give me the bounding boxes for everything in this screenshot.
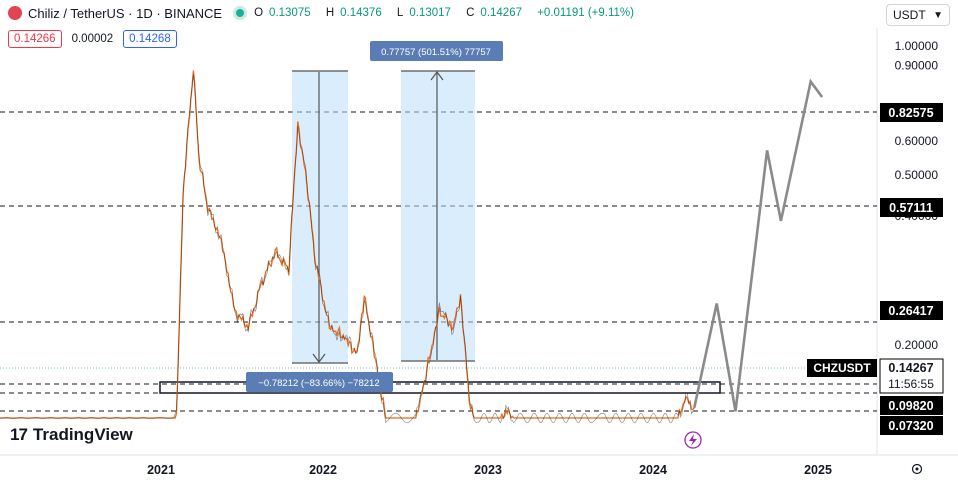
price-series-line xyxy=(0,70,695,420)
price-tag-level-5: 0.07320 xyxy=(880,416,943,435)
chevron-down-icon: ▼ xyxy=(933,9,943,21)
symbol-title[interactable]: Chiliz / TetherUS · 1D · BINANCE xyxy=(28,5,223,21)
symbol-logo-icon xyxy=(8,6,22,20)
lightning-event-icon[interactable] xyxy=(684,431,702,449)
x-axis[interactable]: 2021 2022 2023 2024 2025 xyxy=(147,463,832,477)
support-zone-rect[interactable] xyxy=(159,381,721,394)
x-tick-label: 2022 xyxy=(309,463,337,477)
svg-text:0.09820: 0.09820 xyxy=(888,399,933,413)
y-tick-label: 0.50000 xyxy=(895,168,939,182)
x-tick-label: 2021 xyxy=(147,463,175,477)
svg-text:11:56:55: 11:56:55 xyxy=(888,377,934,391)
svg-text:−0.78212 (−83.66%) −78212: −0.78212 (−83.66%) −78212 xyxy=(258,378,379,389)
currency-select[interactable]: USDT ▼ xyxy=(886,4,950,26)
y-tick-label: 0.20000 xyxy=(895,338,939,352)
svg-text:CHZUSDT: CHZUSDT xyxy=(813,361,871,375)
axis-settings-icon[interactable] xyxy=(911,463,923,475)
bid-ask-row: 0.14266 0.00002 0.14268 xyxy=(8,30,177,48)
price-series-shadow xyxy=(0,74,694,424)
chart-header: Chiliz / TetherUS · 1D · BINANCE O 0.1307… xyxy=(8,4,640,22)
y-tick-label: 0.90000 xyxy=(895,59,939,73)
projection-path[interactable] xyxy=(693,78,824,412)
ohlc-values: O 0.13075 H 0.14376 L 0.13017 C 0.14267 +0.0… xyxy=(254,7,634,19)
measure-label-down: −0.78212 (−83.66%) −78212 xyxy=(246,372,393,392)
svg-text:0.82575: 0.82575 xyxy=(888,106,933,120)
x-tick-label: 2023 xyxy=(474,463,502,477)
horizontal-levels xyxy=(0,111,877,412)
last-symbol-tag: CHZUSDT xyxy=(807,359,877,377)
svg-text:0.14267: 0.14267 xyxy=(888,361,933,375)
svg-text:0.26417: 0.26417 xyxy=(888,304,933,318)
measure-label-up: 0.77757 (501.51%) 77757 xyxy=(370,41,503,61)
buy-price-button[interactable]: 0.14268 xyxy=(123,30,177,48)
tradingview-logo-icon: 17 xyxy=(10,425,28,444)
spread-value: 0.00002 xyxy=(71,33,114,45)
x-tick-label: 2025 xyxy=(804,463,832,477)
measure-zone-down[interactable] xyxy=(292,70,348,364)
x-tick-label: 2024 xyxy=(639,463,667,477)
y-tick-label: 0.60000 xyxy=(895,134,939,148)
currency-value: USDT xyxy=(893,8,926,22)
svg-text:0.57111: 0.57111 xyxy=(889,201,933,215)
market-status-icon[interactable] xyxy=(236,9,245,17)
price-tag-level-3: 0.26417 xyxy=(880,301,943,320)
svg-text:0.07320: 0.07320 xyxy=(888,419,933,433)
svg-text:0.77757 (501.51%) 77757: 0.77757 (501.51%) 77757 xyxy=(381,47,491,58)
logo-text: TradingView xyxy=(32,425,133,444)
y-tick-label: 1.00000 xyxy=(895,39,939,53)
price-tag-level-1: 0.82575 xyxy=(880,103,943,122)
last-price-tag: 0.14267 11:56:55 xyxy=(879,358,944,394)
price-tag-level-4: 0.09820 xyxy=(880,396,943,415)
measure-zone-up[interactable] xyxy=(401,70,475,362)
sell-price-button[interactable]: 0.14266 xyxy=(8,30,62,48)
tradingview-logo[interactable]: 17 TradingView xyxy=(10,425,133,445)
price-tag-level-2: 0.57111 xyxy=(880,198,943,217)
